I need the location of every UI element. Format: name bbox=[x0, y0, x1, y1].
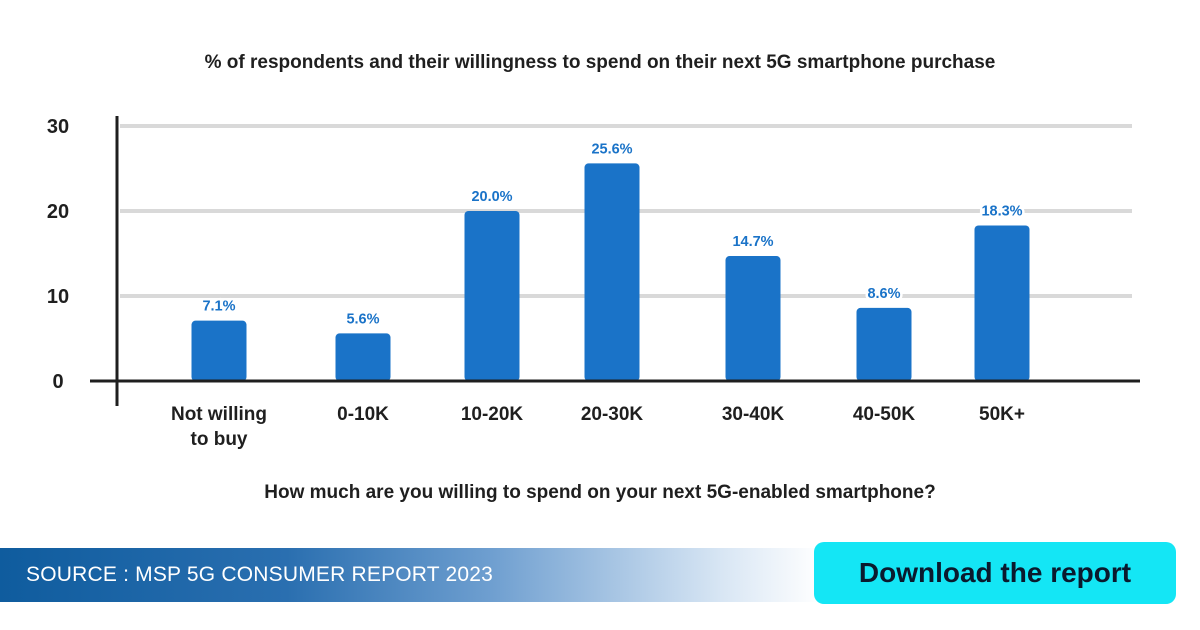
data-label: 8.6% bbox=[867, 286, 900, 302]
bar bbox=[974, 225, 1030, 381]
x-axis-label: How much are you willing to spend on you… bbox=[264, 482, 936, 503]
x-tick-label: 0-10K bbox=[337, 404, 389, 425]
data-label: 18.3% bbox=[981, 203, 1022, 219]
chart-title: % of respondents and their willingness t… bbox=[204, 52, 996, 73]
source-text: SOURCE : MSP 5G CONSUMER REPORT 2023 bbox=[26, 563, 493, 586]
bar bbox=[725, 256, 781, 381]
y-tick-label: 20 bbox=[47, 201, 69, 223]
y-tick-label: 0 bbox=[52, 371, 63, 393]
y-tick-label: 10 bbox=[47, 286, 69, 308]
x-tick-label: 50K+ bbox=[979, 404, 1025, 425]
bar bbox=[856, 307, 912, 381]
x-tick-label: 10-20K bbox=[461, 404, 524, 425]
data-label: 7.1% bbox=[202, 299, 235, 315]
bar bbox=[464, 211, 520, 381]
data-label: 14.7% bbox=[732, 234, 773, 250]
data-label: 25.6% bbox=[591, 141, 632, 157]
download-report-button[interactable]: Download the report bbox=[814, 542, 1176, 604]
source-banner: SOURCE : MSP 5G CONSUMER REPORT 2023 bbox=[0, 548, 820, 602]
x-tick-label: 20-30K bbox=[581, 404, 644, 425]
data-label: 20.0% bbox=[471, 189, 512, 205]
y-tick-label: 30 bbox=[47, 116, 69, 138]
x-tick-label: 30-40K bbox=[722, 404, 785, 425]
data-label: 5.6% bbox=[346, 311, 379, 327]
bar-chart: 0 10 20 30 7.1% 5.6% 20.0% 25.6% 14.7% 8.6% 18.3% N… bbox=[47, 116, 1140, 450]
x-tick-label: Not willing to buy bbox=[171, 404, 267, 450]
x-tick-label: 40-50K bbox=[853, 404, 916, 425]
bar bbox=[584, 163, 640, 381]
bar bbox=[335, 333, 391, 381]
bar bbox=[191, 320, 247, 381]
